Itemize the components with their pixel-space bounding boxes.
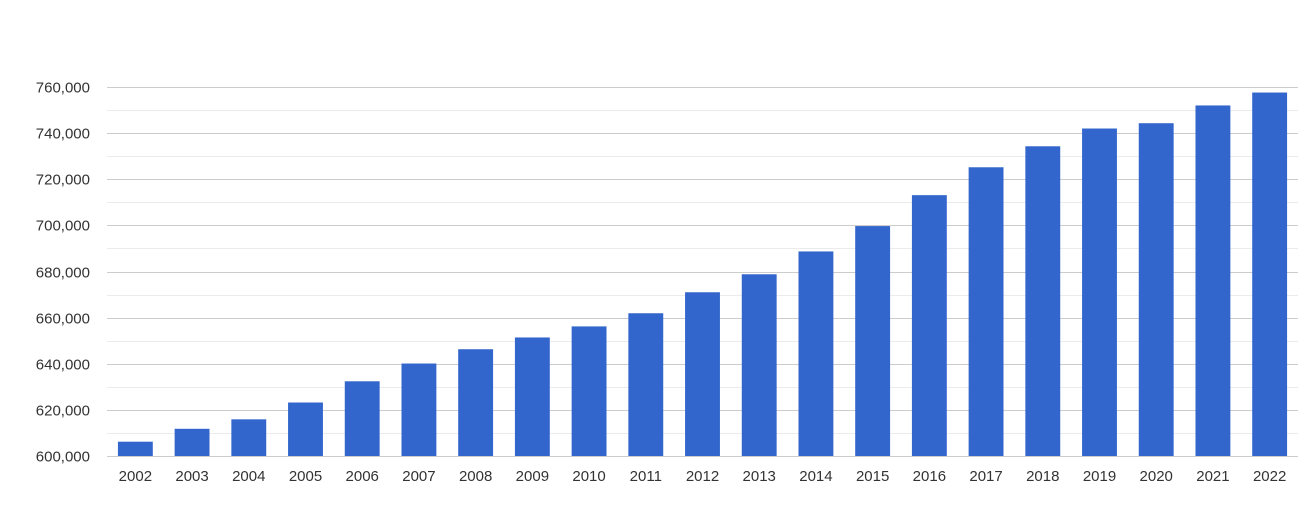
x-tick-label: 2019 <box>1083 468 1116 485</box>
y-tick-label: 720,000 <box>36 172 90 189</box>
bar-2016 <box>911 195 947 456</box>
bar-2009 <box>514 337 550 456</box>
x-tick-label: 2008 <box>459 468 492 485</box>
x-axis-tick-labels: 2002 2003 2004 2005 2006 2007 2008 2009 2010 2011… <box>119 468 1287 485</box>
bar-2014 <box>798 251 834 456</box>
bar-2004 <box>231 419 267 456</box>
bar-2020 <box>1138 123 1174 457</box>
x-tick-label: 2020 <box>1140 468 1173 485</box>
x-tick-label: 2010 <box>572 468 605 485</box>
bar-2013 <box>741 274 777 456</box>
x-tick-label: 2014 <box>799 468 832 485</box>
bar-2018 <box>1025 146 1061 456</box>
x-tick-label: 2022 <box>1253 468 1286 485</box>
bar-2019 <box>1082 128 1117 456</box>
x-tick-label: 2002 <box>119 468 152 485</box>
x-tick-label: 2017 <box>969 468 1002 485</box>
x-tick-label: 2005 <box>289 468 322 485</box>
bar-2003 <box>174 428 210 456</box>
x-tick-label: 2021 <box>1196 468 1229 485</box>
y-tick-label: 600,000 <box>36 449 90 466</box>
bar-2011 <box>628 313 664 456</box>
bar-2022 <box>1252 92 1288 456</box>
bar-2002 <box>117 441 153 456</box>
y-tick-label: 760,000 <box>36 80 90 97</box>
y-tick-label: 640,000 <box>36 357 90 374</box>
y-tick-label: 680,000 <box>36 265 90 282</box>
bar-2007 <box>401 363 437 456</box>
x-tick-label: 2015 <box>856 468 889 485</box>
x-tick-label: 2018 <box>1026 468 1059 485</box>
bar-2017 <box>968 167 1004 456</box>
x-tick-label: 2003 <box>175 468 208 485</box>
bar-2015 <box>855 226 891 456</box>
x-tick-label: 2011 <box>630 468 662 485</box>
y-tick-label: 740,000 <box>36 126 90 143</box>
x-tick-label: 2007 <box>402 468 435 485</box>
bars <box>117 92 1288 457</box>
bar-2010 <box>571 326 607 456</box>
x-tick-label: 2012 <box>686 468 719 485</box>
bar-2005 <box>288 402 323 456</box>
x-tick-label: 2013 <box>743 468 776 485</box>
bar-2021 <box>1195 105 1231 456</box>
bar-2012 <box>685 292 720 456</box>
bar-2008 <box>458 349 494 456</box>
y-tick-label: 660,000 <box>36 311 90 328</box>
y-axis-tick-labels: 600,000 620,000 640,000 660,000 680,000 700,0… <box>36 80 90 466</box>
y-tick-label: 700,000 <box>36 218 90 235</box>
x-tick-label: 2006 <box>346 468 379 485</box>
x-tick-label: 2016 <box>913 468 946 485</box>
bar-2006 <box>344 381 380 456</box>
x-tick-label: 2009 <box>516 468 549 485</box>
y-tick-label: 620,000 <box>36 403 90 420</box>
x-tick-label: 2004 <box>232 468 265 485</box>
